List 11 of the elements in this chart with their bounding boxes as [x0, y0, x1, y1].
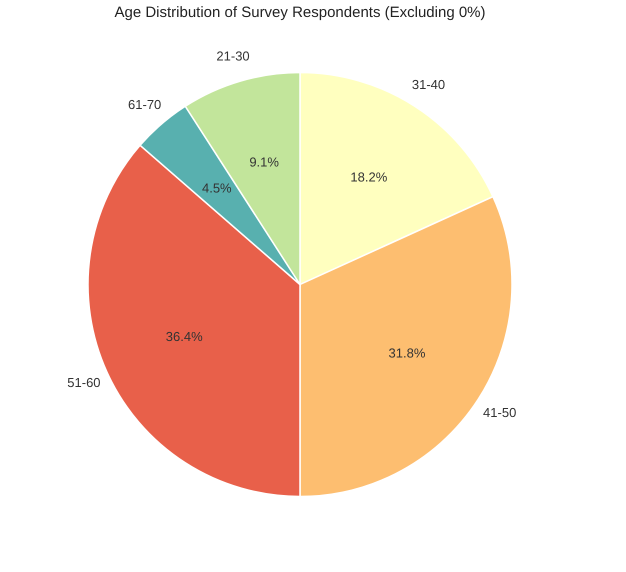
- data-label: 36.4%: [166, 329, 204, 344]
- slice-label: 41-50: [483, 404, 516, 420]
- data-label: 4.5%: [202, 180, 232, 196]
- data-label: 31.8%: [388, 345, 426, 360]
- data-label: 18.2%: [350, 170, 388, 185]
- slice-label: 21-30: [216, 48, 250, 64]
- slice-label: 31-40: [412, 76, 446, 92]
- chart-title: Age Distribution of Survey Respondents (Excluding 0%): [114, 4, 486, 21]
- slice-label: 51-60: [67, 374, 101, 390]
- slice-label: 61-70: [128, 96, 162, 112]
- data-label: 9.1%: [249, 154, 280, 170]
